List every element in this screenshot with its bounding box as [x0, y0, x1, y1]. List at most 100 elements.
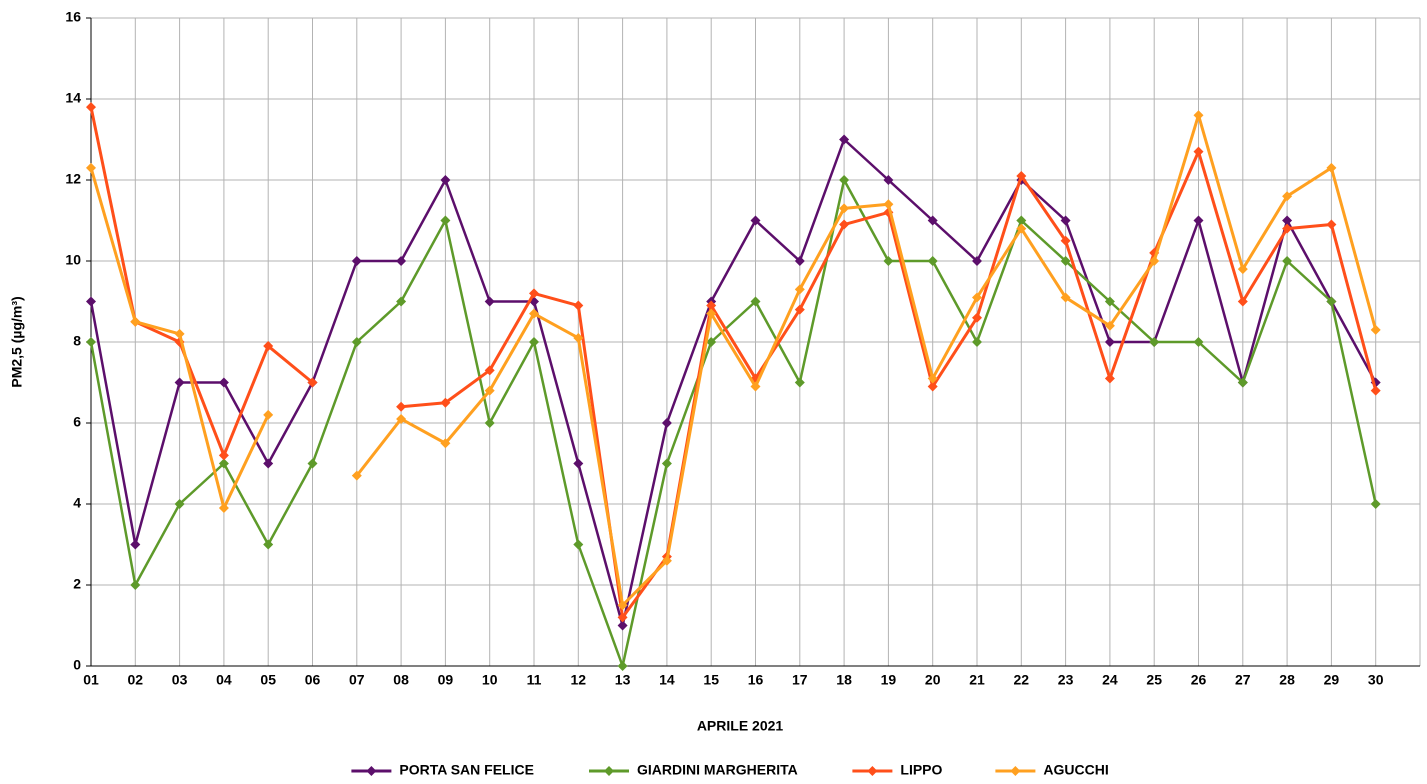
data-point [1237, 296, 1248, 307]
series-line [89, 106, 1378, 619]
x-tick-label: 07 [349, 672, 365, 688]
data-point [927, 256, 938, 266]
data-point [972, 312, 982, 323]
data-point [440, 175, 451, 185]
data-point [529, 337, 539, 347]
series-line [89, 138, 1377, 627]
data-point [1104, 320, 1115, 331]
legend-label: GIARDINI MARGHERITA [637, 762, 798, 778]
x-tick-label: 17 [792, 672, 808, 688]
x-tick-label: 28 [1279, 672, 1295, 688]
legend-marker [1010, 766, 1021, 776]
x-tick-label: 01 [83, 672, 99, 688]
data-point [794, 377, 805, 388]
data-point [86, 162, 96, 173]
data-point [529, 288, 539, 299]
x-tick-label: 26 [1191, 672, 1207, 688]
data-point [1282, 191, 1293, 202]
data-point [263, 409, 274, 420]
x-tick-label: 15 [703, 672, 719, 688]
data-point [484, 365, 495, 376]
data-point [86, 296, 96, 307]
data-point [174, 377, 185, 388]
data-point [1149, 337, 1160, 347]
x-tick-label: 12 [571, 672, 587, 688]
x-tick-label: 09 [438, 672, 454, 688]
data-point [1149, 256, 1160, 266]
data-point [706, 300, 717, 311]
x-tick-label: 06 [305, 672, 321, 688]
data-point [263, 341, 274, 352]
data-point [573, 300, 584, 311]
data-point [1326, 162, 1337, 173]
data-point [174, 328, 185, 339]
data-point [839, 134, 850, 145]
data-point [1060, 215, 1071, 226]
data-point [396, 296, 407, 307]
data-point [1104, 337, 1115, 347]
data-point [1326, 219, 1337, 230]
data-point [130, 539, 141, 550]
data-point [794, 284, 805, 295]
data-point [1282, 256, 1293, 266]
data-point [617, 612, 628, 623]
x-tick-label: 13 [615, 672, 631, 688]
data-point [617, 600, 628, 611]
data-point [218, 450, 229, 461]
x-tick-label: 20 [925, 672, 941, 688]
data-point [351, 470, 362, 481]
data-point [1282, 223, 1293, 234]
x-axis-title: APRILE 2021 [697, 718, 784, 734]
data-point [1060, 235, 1071, 246]
y-tick-label: 12 [65, 171, 81, 187]
data-point [1370, 385, 1381, 396]
x-tick-label: 21 [969, 672, 985, 688]
data-point [1370, 324, 1381, 335]
y-tick-label: 14 [65, 90, 81, 106]
x-tick-label: 10 [482, 672, 498, 688]
data-point [1193, 215, 1204, 226]
data-point [839, 219, 850, 230]
x-tick-label: 22 [1014, 672, 1030, 688]
data-point [1370, 499, 1381, 509]
data-point [307, 458, 318, 469]
data-point [1104, 296, 1115, 307]
data-point [440, 438, 451, 449]
legend-marker [604, 766, 614, 776]
data-point [927, 381, 938, 392]
data-point [218, 377, 229, 388]
data-point [1326, 296, 1337, 307]
data-point [706, 308, 717, 319]
data-point [529, 308, 539, 319]
data-point [130, 316, 141, 327]
y-tick-label: 8 [73, 333, 81, 349]
legend-label: LIPPO [900, 762, 942, 778]
data-point [1193, 337, 1204, 347]
x-tick-label: 27 [1235, 672, 1251, 688]
data-point [972, 256, 982, 266]
data-point [218, 503, 229, 514]
y-tick-label: 4 [73, 495, 81, 511]
x-tick-label: 08 [393, 672, 409, 688]
x-tick-label: 02 [128, 672, 144, 688]
data-point [1237, 264, 1248, 275]
data-point [263, 539, 274, 550]
y-tick-label: 16 [65, 9, 81, 25]
data-point [617, 620, 628, 631]
series-line [89, 178, 1377, 668]
data-point [484, 385, 495, 396]
legend-label: PORTA SAN FELICE [399, 762, 534, 778]
legend-label: AGUCCHI [1043, 762, 1108, 778]
data-point [351, 337, 362, 347]
data-point [883, 256, 894, 266]
data-point [218, 458, 229, 469]
data-point [440, 215, 451, 226]
legend-marker [366, 766, 377, 776]
y-tick-label: 0 [73, 657, 81, 673]
data-point [661, 458, 672, 469]
data-point [86, 102, 96, 113]
data-point [794, 256, 805, 266]
x-tick-label: 03 [172, 672, 188, 688]
data-point [86, 337, 96, 347]
data-point [484, 418, 495, 428]
